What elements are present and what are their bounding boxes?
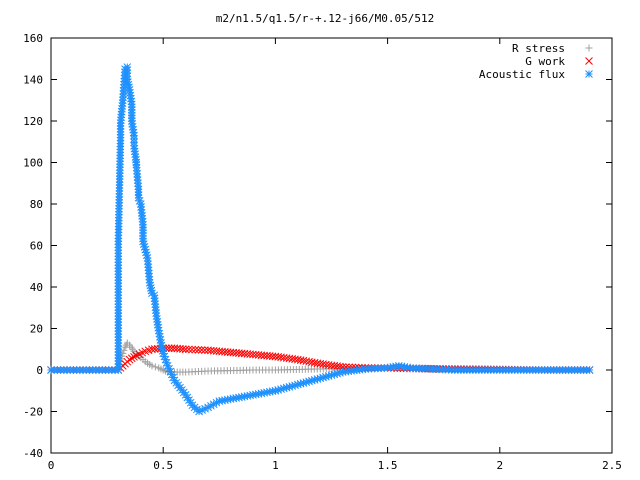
- y-tick-label: 0: [36, 364, 43, 377]
- x-tick-label: 1: [272, 459, 279, 472]
- y-tick-label: 140: [23, 74, 43, 87]
- y-tick-label: 160: [23, 32, 43, 45]
- legend-label: R stress: [512, 42, 565, 55]
- legend-label: G work: [525, 55, 565, 68]
- x-tick-label: 2.5: [602, 459, 622, 472]
- plot-area: [47, 63, 594, 416]
- x-tick-label: 1.5: [378, 459, 398, 472]
- legend-label: Acoustic flux: [479, 68, 565, 81]
- data-point-dense: [178, 345, 187, 353]
- x-tick-label: 0: [48, 459, 55, 472]
- y-tick-label: 100: [23, 157, 43, 170]
- data-point-dense: [166, 367, 175, 376]
- data-point-dense: [197, 346, 206, 354]
- y-tick-label: 120: [23, 115, 43, 128]
- data-point-dense: [130, 353, 138, 361]
- legend-marker: [585, 57, 593, 65]
- y-tick-label: -40: [23, 447, 43, 460]
- axes: -40 -20 0 20 40 60 80 100 120 140 160 0 0.5 1 1.5 2 2.5: [23, 32, 622, 472]
- data-point: [125, 355, 134, 364]
- data-point-dense: [183, 393, 192, 402]
- x-tick-label: 2: [496, 459, 503, 472]
- data-point-dense: [120, 346, 128, 354]
- data-point-dense: [155, 329, 164, 338]
- data-point-dense: [151, 363, 159, 371]
- x-tick-label: 0.5: [153, 459, 173, 472]
- y-tick-label: 60: [30, 240, 43, 253]
- data-point-dense: [184, 345, 193, 354]
- y-tick-label: -20: [23, 406, 43, 419]
- y-tick-label: 20: [30, 323, 43, 336]
- chart-title: m2/n1.5/q1.5/r-+.12-j66/M0.05/512: [216, 12, 435, 25]
- y-tick-label: 40: [30, 281, 43, 294]
- data-point: [163, 361, 172, 370]
- data-point: [585, 366, 594, 374]
- data-point-dense: [127, 354, 136, 363]
- plot-border: [50, 37, 613, 454]
- data-point-dense: [194, 345, 203, 354]
- legend-marker: [585, 70, 593, 78]
- data-point: [181, 345, 190, 354]
- y-tick-label: 80: [30, 198, 43, 211]
- data-point-dense: [191, 345, 200, 354]
- data-point-dense: [188, 345, 196, 354]
- legend-marker: [585, 44, 593, 52]
- data-point-dense: [201, 346, 209, 354]
- data-point: [148, 362, 156, 370]
